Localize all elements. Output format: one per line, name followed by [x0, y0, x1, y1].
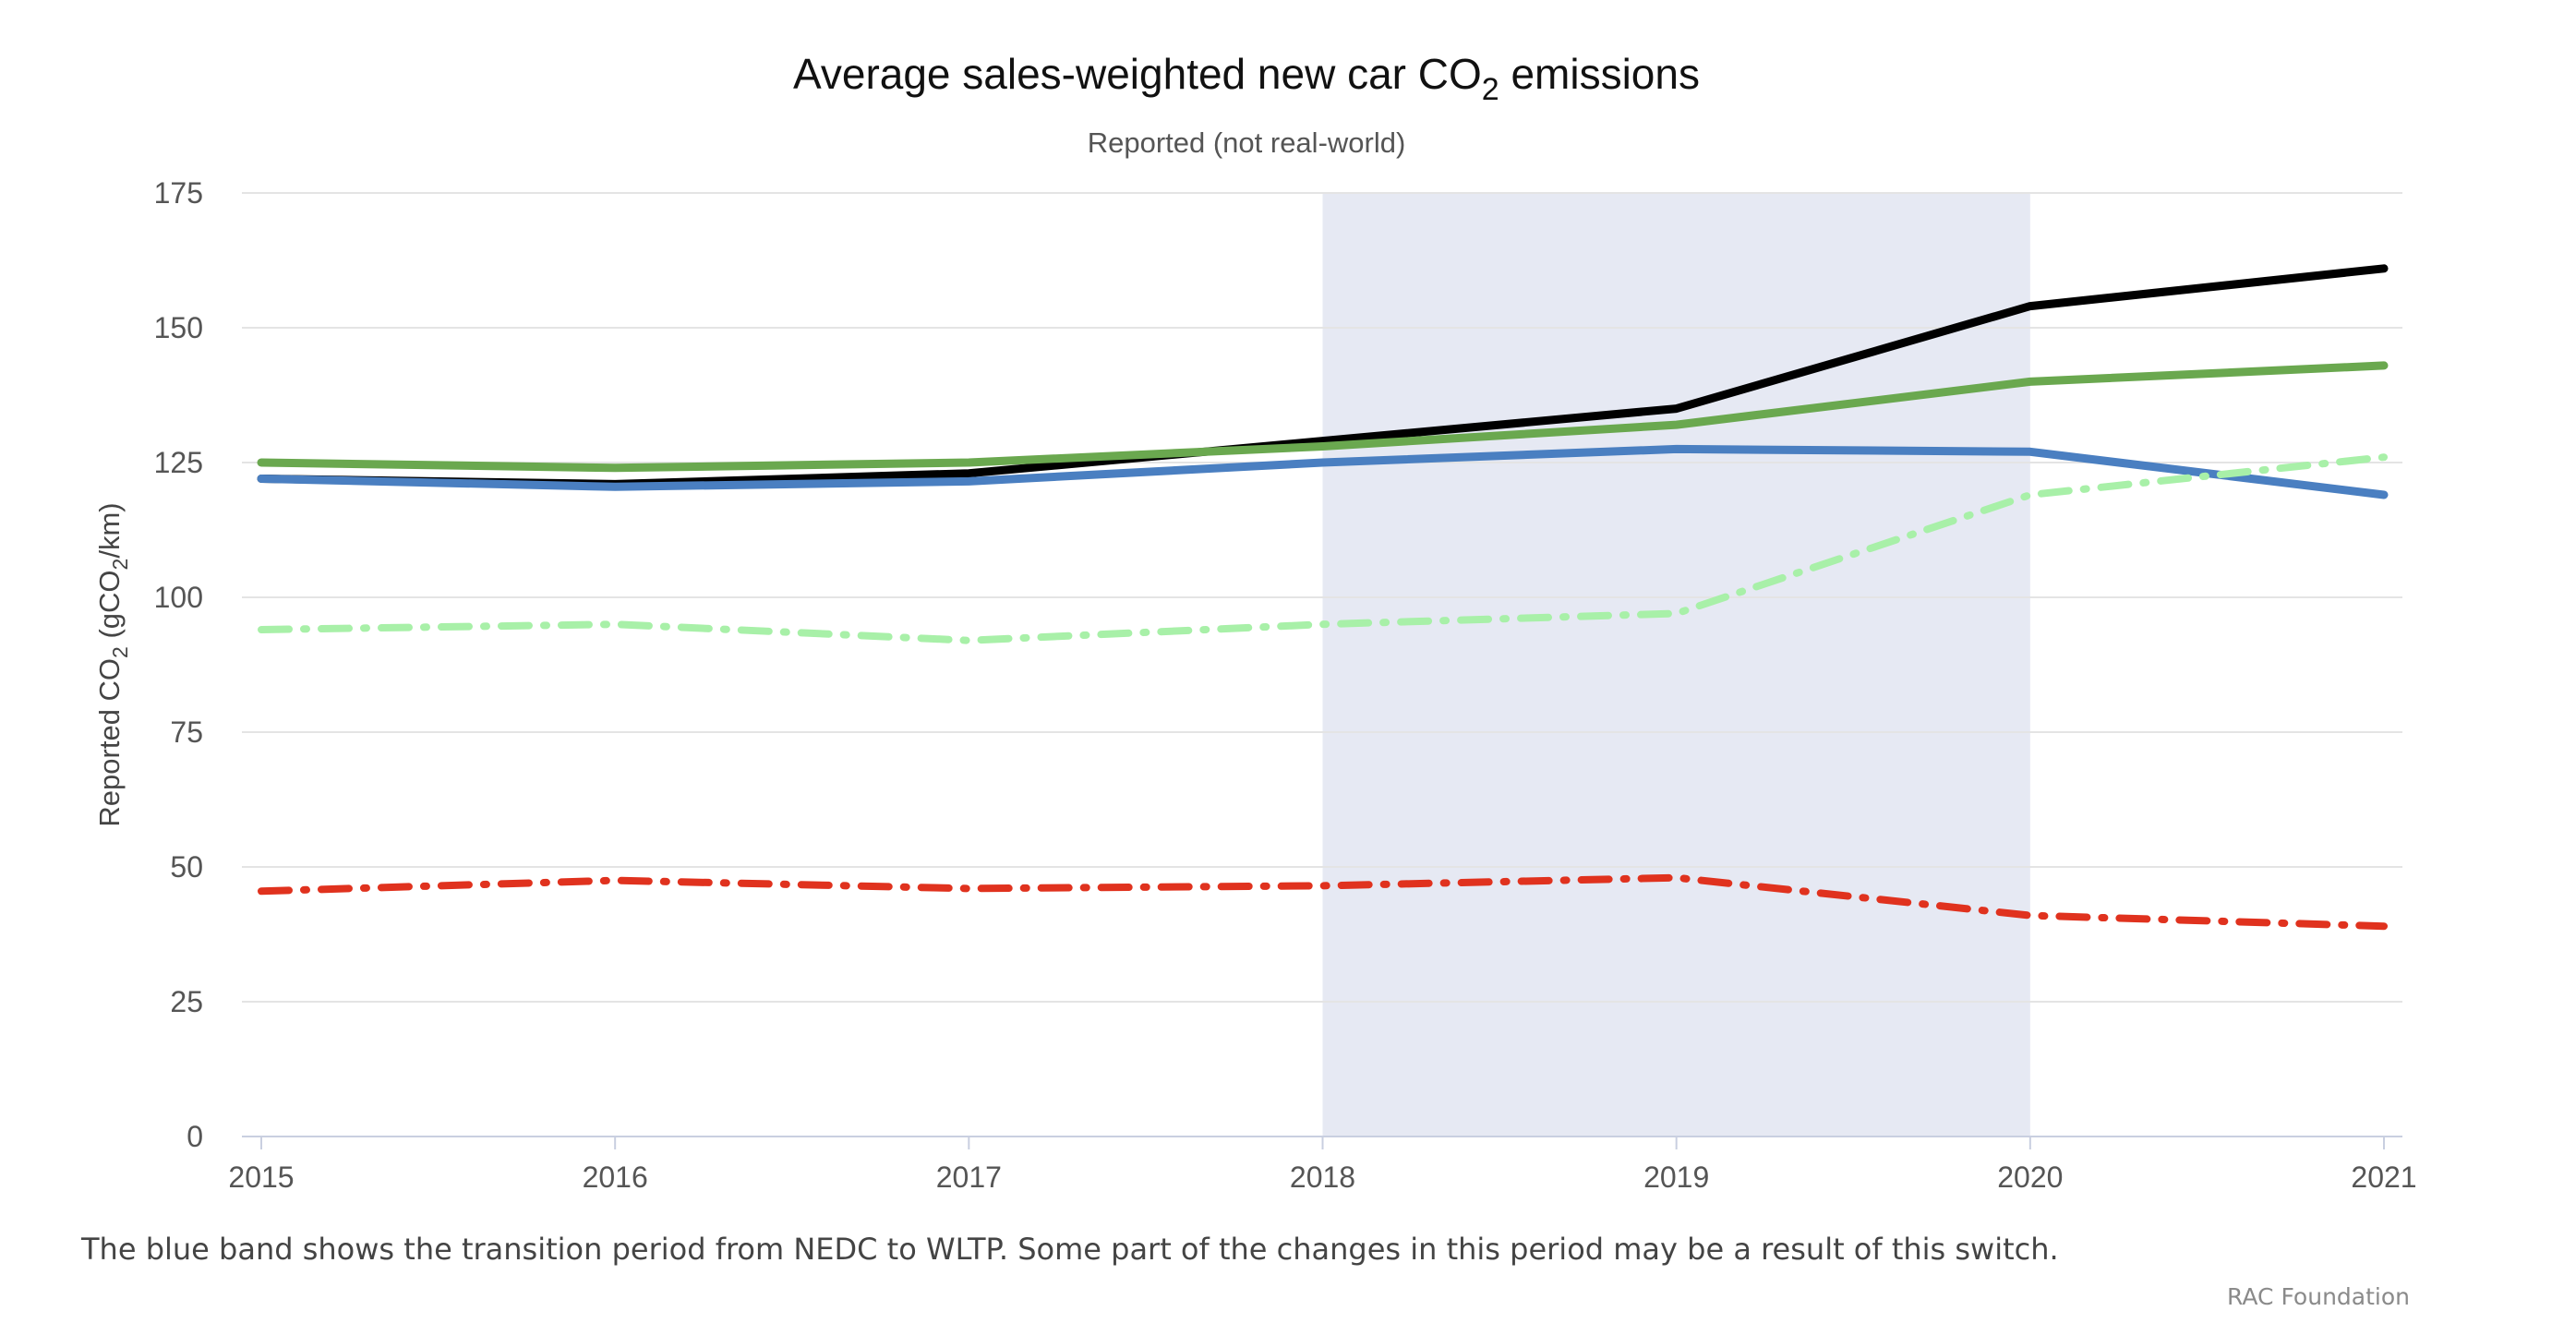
- x-tick-label-2016: 2016: [583, 1161, 648, 1194]
- y-tick-label-150: 150: [154, 311, 203, 344]
- series-line-3: [257, 444, 2389, 499]
- transition-band-layer: [1322, 193, 2030, 1137]
- chart-title: Average sales-weighted new car CO2 emiss…: [793, 50, 1700, 107]
- chart-title-suffix: emissions: [1499, 50, 1700, 98]
- y-axis-label-subscript: 2: [108, 646, 132, 658]
- series-line-4: [258, 453, 2388, 644]
- x-tick-label-2018: 2018: [1290, 1161, 1355, 1194]
- y-tick-label-125: 125: [154, 446, 203, 479]
- y-tick-label-175: 175: [154, 176, 203, 210]
- y-tick-label-50: 50: [170, 850, 203, 884]
- y-axis-label-mid: (gCO: [93, 570, 126, 646]
- y-tick-label-25: 25: [170, 985, 203, 1018]
- y-tick-label-0: 0: [187, 1120, 203, 1153]
- y-axis-tick-labels: 0 25 50 75 100 125 150 175: [154, 176, 203, 1153]
- source-credit: RAC Foundation: [2227, 1283, 2410, 1310]
- x-axis-tick-labels: 2015 2016 2017 2018 2019 2020 2021: [228, 1161, 2416, 1194]
- x-axis: [242, 1136, 2402, 1149]
- transition-band: [1322, 193, 2030, 1137]
- x-tick-label-2020: 2020: [1997, 1161, 2063, 1194]
- chart-footnote: The blue band shows the transition perio…: [81, 1232, 2059, 1267]
- y-axis-label-suffix: /km): [93, 502, 126, 558]
- chart-subtitle: Reported (not real-world): [1088, 126, 1406, 159]
- y-tick-label-75: 75: [170, 716, 203, 749]
- series-line-5: [258, 873, 2388, 931]
- x-tick-label-2015: 2015: [228, 1161, 294, 1194]
- gridlines: [242, 192, 2402, 1003]
- y-axis-label-subscript-2: 2: [108, 559, 132, 571]
- x-tick-label-2019: 2019: [1643, 1161, 1709, 1194]
- x-tick-label-2017: 2017: [936, 1161, 1002, 1194]
- y-tick-label-100: 100: [154, 581, 203, 614]
- series-lines: [257, 264, 2389, 931]
- chart-title-subscript: 2: [1482, 72, 1499, 107]
- y-axis-label: Reported CO2 (gCO2/km): [93, 502, 132, 826]
- x-tick-label-2021: 2021: [2351, 1161, 2416, 1194]
- series-line-2: [257, 361, 2389, 473]
